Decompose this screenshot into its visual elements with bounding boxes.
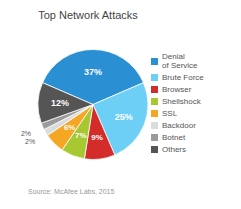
html-text:Others: Others (162, 145, 186, 154)
html-text:Source: McAfee Labs, 2015: Source: McAfee Labs, 2015 (28, 188, 115, 195)
html-text:Backdoor: Backdoor (162, 121, 196, 130)
svg-text:37%: 37% (84, 67, 102, 77)
html-text:Botnet: Botnet (162, 133, 186, 142)
html-text:SSL: SSL (162, 109, 178, 118)
svg-text:2%: 2% (21, 130, 31, 137)
svg-text:9%: 9% (91, 133, 103, 142)
html-text:Brute Force: Brute Force (162, 73, 204, 82)
html-text:Shellshock: Shellshock (162, 97, 201, 106)
svg-text:2%: 2% (25, 138, 35, 145)
html-text:Denial of Service: Denial of Service (162, 52, 198, 70)
svg-text:6%: 6% (64, 123, 76, 132)
svg-text:7%: 7% (75, 131, 87, 140)
html-text:Top Network Attacks: Top Network Attacks (38, 9, 138, 21)
svg-text:25%: 25% (115, 112, 133, 122)
html-text:Browser: Browser (162, 85, 192, 94)
svg-text:12%: 12% (51, 98, 69, 108)
